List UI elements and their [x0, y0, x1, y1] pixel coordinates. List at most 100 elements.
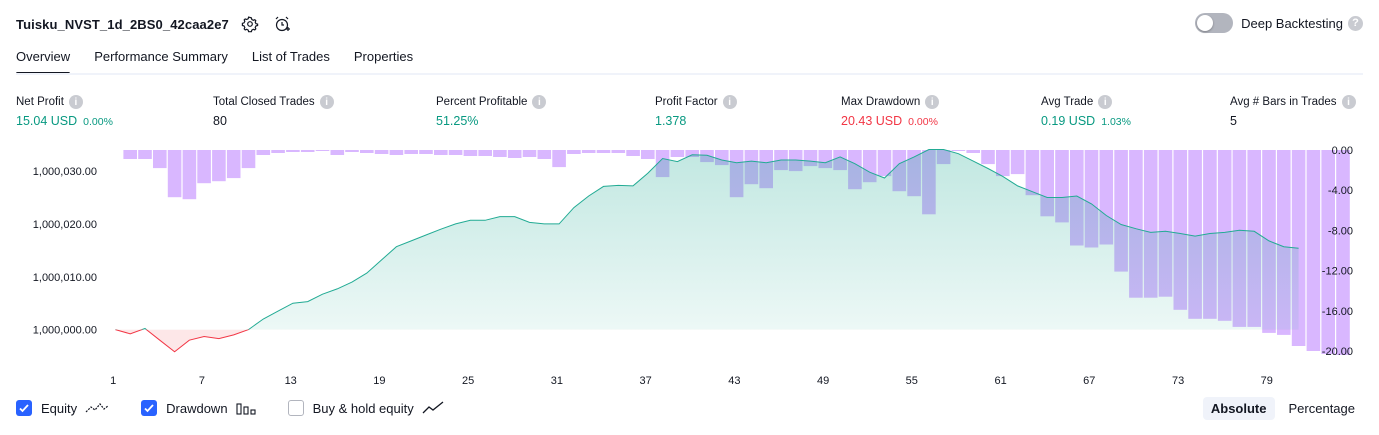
left-axis-tick-label: 1,000,000.00 — [33, 325, 97, 337]
metric-label: Total Closed Trades — [213, 96, 315, 108]
drawdown-bar — [538, 150, 552, 159]
drawdown-bar — [404, 150, 418, 154]
tab-overview[interactable]: Overview — [16, 46, 70, 72]
drawdown-bar — [168, 150, 182, 197]
metric-percent: 0.00% — [908, 116, 938, 128]
drawdown-bar — [360, 150, 374, 153]
mode-percentage-button[interactable]: Percentage — [1281, 397, 1364, 420]
legend-label: Drawdown — [166, 401, 227, 416]
tab-performance-summary[interactable]: Performance Summary — [94, 46, 228, 72]
drawdown-bar — [153, 150, 167, 168]
drawdown-bar — [434, 150, 448, 155]
deep-backtesting: Deep Backtesting ? — [1195, 13, 1363, 33]
x-axis-tick-label: 1 — [110, 375, 116, 387]
drawdown-bar — [552, 150, 566, 167]
drawdown-bar — [671, 150, 685, 157]
x-axis-tick-label: 61 — [994, 375, 1006, 387]
drawdown-bar — [597, 150, 611, 153]
deep-backtesting-toggle[interactable] — [1195, 13, 1233, 33]
left-axis-tick-label: 1,000,010.00 — [33, 272, 97, 284]
metric-value: 80 — [213, 114, 227, 128]
tab-list-of-trades[interactable]: List of Trades — [252, 46, 330, 72]
info-icon[interactable]: i — [69, 95, 83, 109]
drawdown-bar — [1026, 150, 1040, 195]
drawdown-bar — [286, 150, 300, 152]
drawdown-bar — [493, 150, 507, 157]
metric-total-closed-trades: Total Closed Trades i 80 — [213, 95, 334, 128]
drawdown-bar — [212, 150, 226, 181]
metric-label: Percent Profitable — [436, 96, 527, 108]
metric-value: 20.43 USD — [841, 114, 902, 128]
x-axis-tick-label: 25 — [462, 375, 474, 387]
drawdown-bar — [316, 150, 330, 151]
legend-buy-hold[interactable]: Buy & hold equity — [288, 400, 446, 416]
drawdown-bar — [981, 150, 995, 164]
metric-percent: 1.03% — [1101, 116, 1131, 128]
legend-drawdown[interactable]: Drawdown — [141, 400, 255, 416]
toggle-knob — [1197, 15, 1213, 31]
drawdown-bar — [123, 150, 137, 159]
x-axis-tick-label: 37 — [639, 375, 651, 387]
header: Tuisku_NVST_1d_2BS0_42caa2e7 — [16, 12, 293, 36]
metric-avg-trade: Avg Trade i 0.19 USD 1.03% — [1041, 95, 1131, 128]
tab-bar: Overview Performance Summary List of Tra… — [16, 46, 437, 72]
tab-properties[interactable]: Properties — [354, 46, 413, 72]
drawdown-bar — [419, 150, 433, 154]
legend-label: Buy & hold equity — [313, 401, 414, 416]
drawdown-bar — [464, 150, 478, 156]
metric-max-drawdown: Max Drawdown i 20.43 USD 0.00% — [841, 95, 939, 128]
drawdown-bar — [966, 150, 980, 153]
left-axis-tick-label: 1,000,030.00 — [33, 166, 97, 178]
checkbox-unchecked-icon[interactable] — [288, 400, 304, 416]
mode-absolute-button[interactable]: Absolute — [1203, 397, 1275, 420]
drawdown-bar — [390, 150, 404, 155]
left-axis-tick-label: 1,000,020.00 — [33, 219, 97, 231]
metric-label: Max Drawdown — [841, 96, 920, 108]
x-axis-tick-label: 79 — [1261, 375, 1273, 387]
right-axis-tick-label: -4.00 — [1328, 185, 1353, 197]
legend-label: Equity — [41, 401, 77, 416]
metric-label: Avg # Bars in Trades — [1230, 96, 1337, 108]
x-axis-tick-label: 19 — [373, 375, 385, 387]
help-icon[interactable]: ? — [1348, 16, 1363, 31]
drawdown-bar — [612, 150, 626, 153]
alarm-clock-add-icon[interactable] — [271, 13, 293, 35]
right-axis-tick-label: -20.00 — [1322, 346, 1353, 358]
display-mode-switch: Absolute Percentage — [1197, 397, 1363, 420]
info-icon[interactable]: i — [320, 95, 334, 109]
info-icon[interactable]: i — [1342, 95, 1356, 109]
legend-equity[interactable]: Equity — [16, 400, 109, 416]
equity-drawdown-chart[interactable]: 1,000,000.00 1,000,010.00 1,000,020.00 1,00… — [0, 140, 1379, 390]
info-icon[interactable]: i — [532, 95, 546, 109]
drawdown-bar — [271, 150, 285, 153]
x-axis-tick-label: 13 — [285, 375, 297, 387]
drawdown-bar — [996, 150, 1010, 176]
x-axis-tick-label: 49 — [817, 375, 829, 387]
right-axis-tick-label: -12.00 — [1322, 266, 1353, 278]
drawdown-bar — [1011, 150, 1025, 174]
metric-percent-profitable: Percent Profitable i 51.25% — [436, 95, 546, 128]
info-icon[interactable]: i — [723, 95, 737, 109]
drawdown-bar — [449, 150, 463, 155]
chart-legend: Equity Drawdown Buy & hold equity — [16, 400, 478, 416]
drawdown-bar — [582, 150, 596, 153]
metric-label: Avg Trade — [1041, 96, 1093, 108]
x-axis-tick-label: 7 — [199, 375, 205, 387]
metric-value: 5 — [1230, 114, 1237, 128]
metric-net-profit: Net Profit i 15.04 USD 0.00% — [16, 95, 113, 128]
metric-avg-bars: Avg # Bars in Trades i 5 — [1230, 95, 1356, 128]
checkbox-checked-icon[interactable] — [141, 400, 157, 416]
info-icon[interactable]: i — [925, 95, 939, 109]
info-icon[interactable]: i — [1098, 95, 1112, 109]
drawdown-bar — [138, 150, 152, 159]
metric-value: 1.378 — [655, 114, 686, 128]
bars-icon — [236, 401, 256, 415]
checkbox-checked-icon[interactable] — [16, 400, 32, 416]
drawdown-bar — [1321, 150, 1335, 354]
drawdown-bar — [523, 150, 537, 157]
drawdown-bar — [626, 150, 640, 156]
settings-icon[interactable] — [239, 13, 261, 35]
x-axis-tick-label: 73 — [1172, 375, 1184, 387]
equity-line-icon — [85, 401, 109, 415]
x-axis-tick-label: 67 — [1083, 375, 1095, 387]
